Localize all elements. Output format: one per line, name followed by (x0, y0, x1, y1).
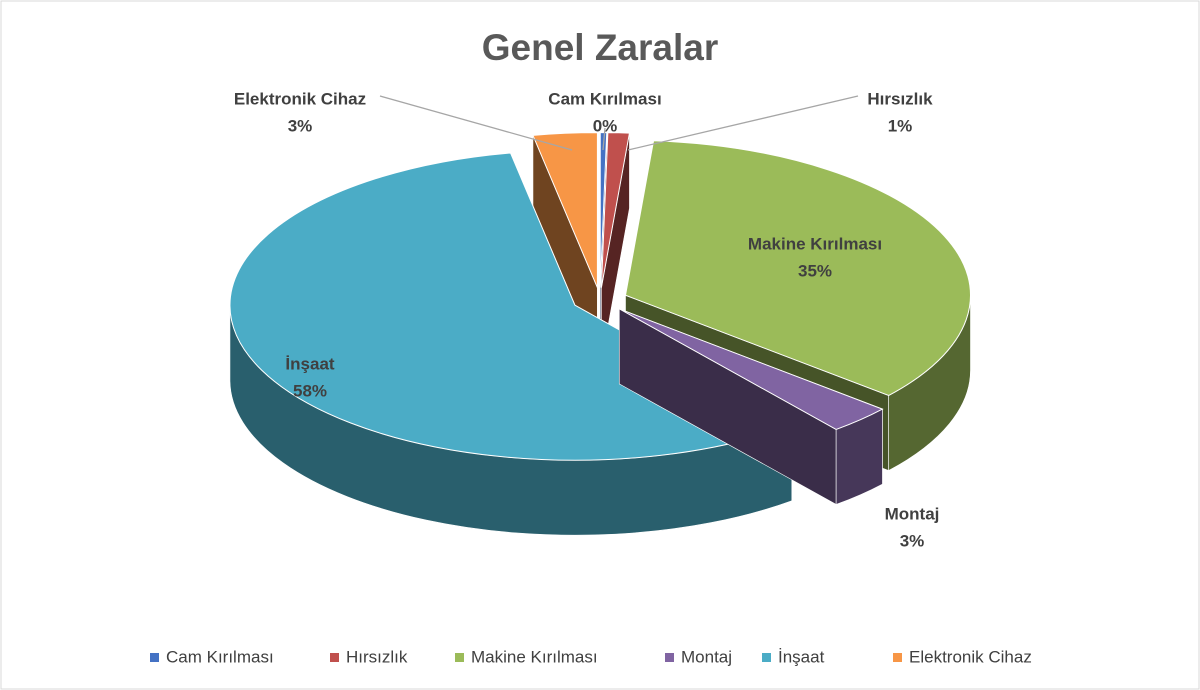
data-label-name: Elektronik Cihaz (234, 89, 366, 108)
slice (619, 308, 884, 430)
legend-label: Montaj (681, 647, 732, 666)
slice (624, 140, 971, 397)
leader-line (602, 127, 606, 151)
chart-title: Genel Zaralar (482, 27, 719, 68)
data-label-value: 58% (293, 381, 327, 400)
legend-label: İnşaat (778, 647, 825, 666)
leader-line (627, 95, 859, 151)
data-label-value: 3% (288, 116, 313, 135)
data-label-name: Montaj (885, 504, 940, 523)
legend-swatch (150, 653, 159, 662)
slice (599, 132, 608, 288)
legend-swatch (330, 653, 339, 662)
data-label-name: Makine Kırılması (748, 234, 882, 253)
data-label-name: Cam Kırılması (548, 89, 661, 108)
legend-label: Makine Kırılması (471, 647, 598, 666)
legend-swatch (762, 653, 771, 662)
data-label-name: İnşaat (285, 354, 334, 373)
legend-swatch (665, 653, 674, 662)
legend-swatch (455, 653, 464, 662)
pie (229, 132, 971, 536)
data-label-name: Hırsızlık (867, 89, 933, 108)
data-label-value: 1% (888, 116, 913, 135)
leader-line (379, 95, 573, 151)
legend-label: Hırsızlık (346, 647, 408, 666)
legend-label: Elektronik Cihaz (909, 647, 1032, 666)
slice (600, 132, 631, 288)
legend-swatch (893, 653, 902, 662)
data-label-value: 0% (593, 116, 618, 135)
legend-label: Cam Kırılması (166, 647, 274, 666)
data-label-value: 3% (900, 531, 925, 550)
data-label-value: 35% (798, 261, 832, 280)
slice (532, 132, 598, 288)
